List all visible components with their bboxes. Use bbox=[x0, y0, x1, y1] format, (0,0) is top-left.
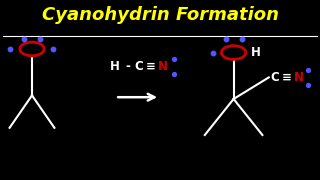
Text: C: C bbox=[270, 71, 279, 84]
Text: ≡: ≡ bbox=[282, 71, 292, 84]
Text: C: C bbox=[134, 60, 143, 73]
Text: ≡: ≡ bbox=[146, 60, 156, 73]
Text: -: - bbox=[125, 60, 130, 73]
Text: H: H bbox=[251, 46, 261, 59]
Text: Cyanohydrin Formation: Cyanohydrin Formation bbox=[42, 6, 278, 24]
Text: H: H bbox=[110, 60, 120, 73]
Text: N: N bbox=[293, 71, 303, 84]
Text: N: N bbox=[158, 60, 168, 73]
